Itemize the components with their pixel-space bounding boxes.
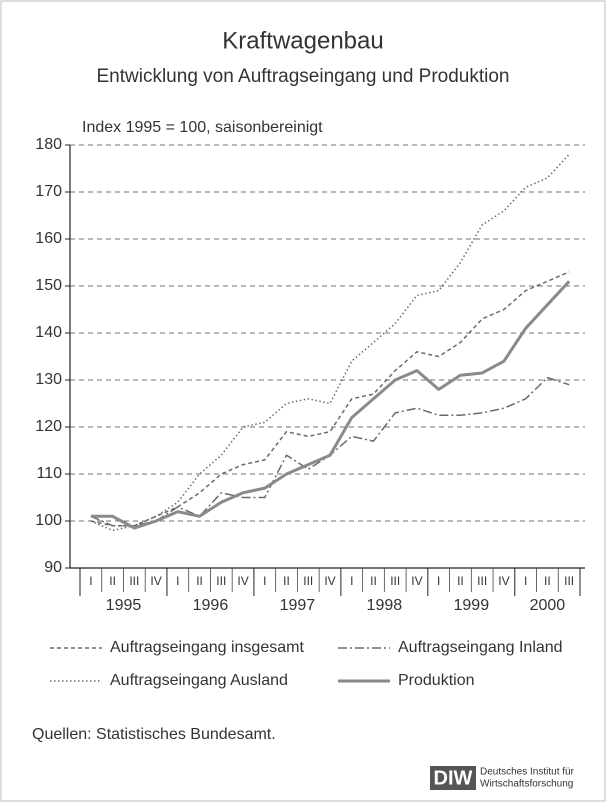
x-tick-label: III — [216, 574, 226, 588]
x-tick-label: IV — [411, 574, 422, 588]
logo-box — [430, 766, 476, 790]
x-tick-label: III — [564, 574, 574, 588]
x-year-label: 1999 — [454, 597, 490, 614]
legend-label: Auftragseingang Ausland — [110, 672, 288, 689]
x-year-label: 1997 — [280, 597, 316, 614]
y-axis-label: Index 1995 = 100, saisonbereinigt — [82, 119, 323, 136]
x-year-label: 1996 — [193, 597, 229, 614]
x-tick-label: I — [350, 574, 353, 588]
x-tick-label: I — [176, 574, 179, 588]
x-tick-label: I — [89, 574, 92, 588]
y-tick-label: 100 — [35, 512, 62, 529]
y-tick-label: 110 — [36, 465, 62, 482]
x-tick-label: IV — [498, 574, 509, 588]
x-year-label: 2000 — [530, 597, 566, 614]
legend-label: Auftragseingang insgesamt — [110, 639, 304, 656]
legend-label: Auftragseingang Inland — [398, 639, 563, 656]
x-tick-label: II — [544, 574, 551, 588]
logo-mark: DIW — [434, 767, 473, 789]
x-tick-label: II — [283, 574, 290, 588]
x-tick-label: I — [437, 574, 440, 588]
y-tick-label: 90 — [44, 559, 62, 576]
x-tick-label: III — [129, 574, 139, 588]
y-tick-label: 180 — [35, 136, 62, 153]
x-year-label: 1995 — [106, 597, 142, 614]
x-tick-label: III — [477, 574, 487, 588]
x-tick-label: II — [370, 574, 377, 588]
source: Quellen: Statistisches Bundesamt. — [32, 726, 276, 743]
logo-text: Wirtschaftsforschung — [480, 779, 573, 790]
x-year-label: 1998 — [367, 597, 403, 614]
y-tick-label: 170 — [35, 183, 62, 200]
y-tick-label: 130 — [35, 371, 62, 388]
y-tick-label: 160 — [35, 230, 62, 247]
y-tick-label: 120 — [35, 418, 62, 435]
x-tick-label: III — [303, 574, 313, 588]
x-tick-label: III — [390, 574, 400, 588]
chart-subtitle: Entwicklung von Auftragseingang und Prod… — [97, 66, 510, 87]
x-tick-label: II — [109, 574, 116, 588]
logo-text: Deutsches Institut für — [480, 767, 575, 778]
x-tick-label: II — [196, 574, 203, 588]
chart-title: Kraftwagenbau — [222, 27, 383, 54]
x-tick-label: I — [263, 574, 266, 588]
x-tick-label: I — [524, 574, 527, 588]
series-line — [90, 280, 571, 530]
x-tick-label: IV — [324, 574, 335, 588]
y-tick-label: 140 — [35, 324, 62, 341]
x-tick-label: IV — [150, 574, 161, 588]
x-tick-label: II — [457, 574, 464, 588]
y-tick-label: 150 — [35, 277, 62, 294]
legend-label: Produktion — [398, 672, 475, 689]
x-tick-label: IV — [237, 574, 248, 588]
